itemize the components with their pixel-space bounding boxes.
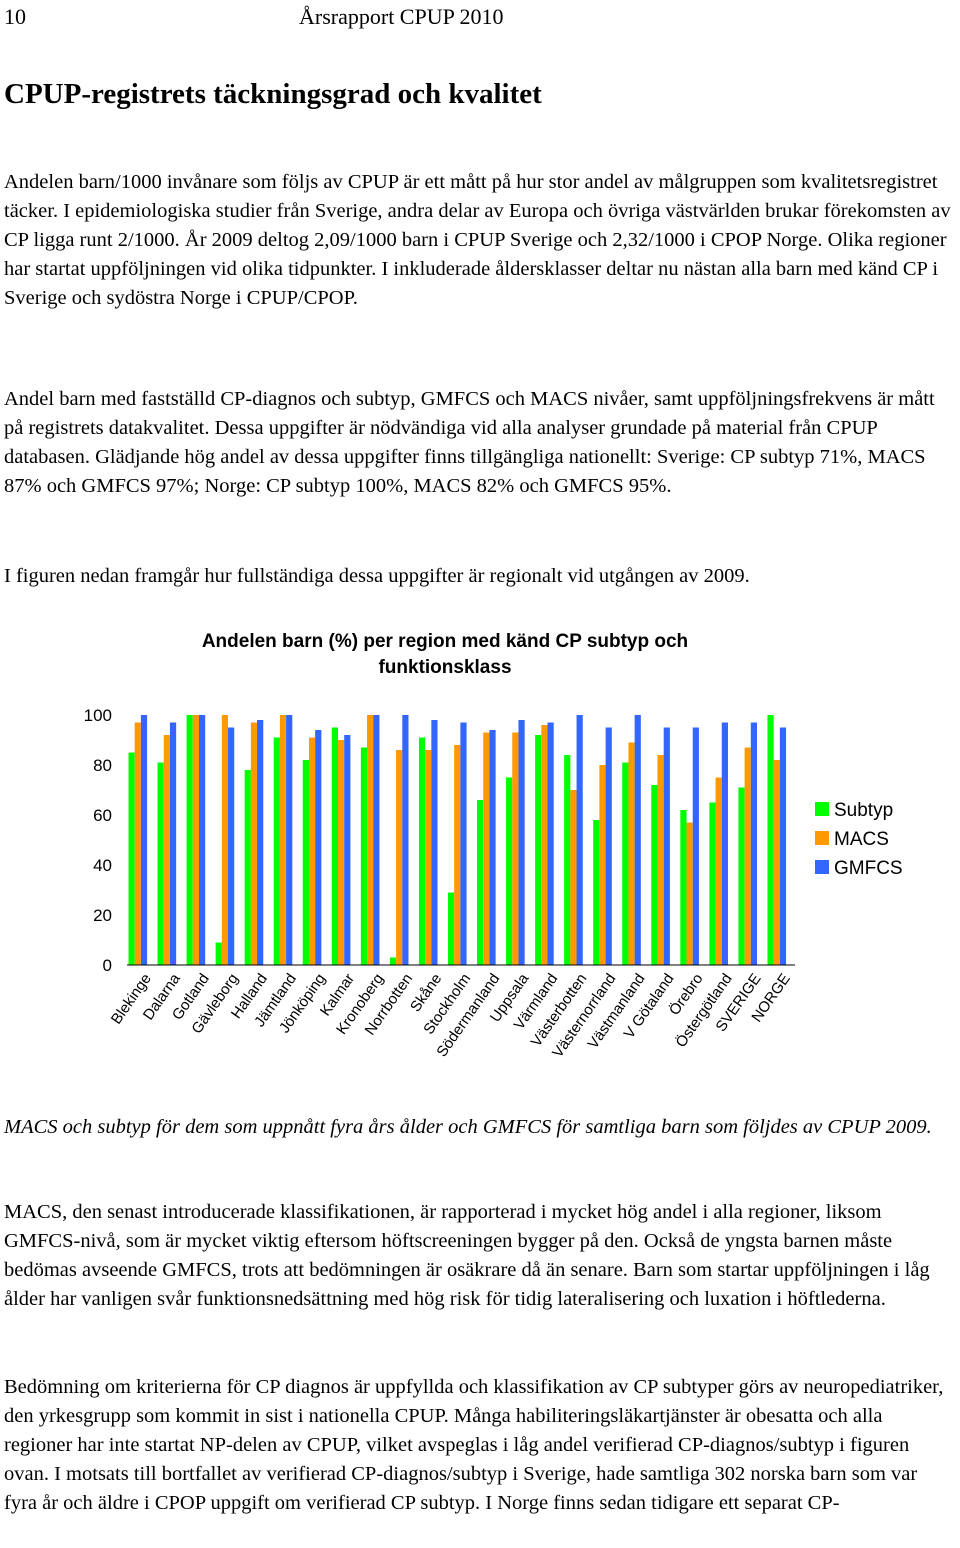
- page-header: 10 Årsrapport CPUP 2010: [4, 2, 944, 36]
- bar-macs-1: [163, 735, 170, 965]
- macs-paragraph: MACS, den senast introducerade klassifik…: [4, 1201, 930, 1310]
- bar-macs-15: [570, 790, 577, 965]
- bar-subtyp-9: [389, 957, 397, 965]
- bar-subtyp-17: [622, 762, 629, 965]
- bar-macs-13: [512, 732, 519, 965]
- bar-macs-4: [250, 722, 258, 965]
- bar-gmfcs-12: [489, 730, 496, 965]
- bar-gmfcs-18: [663, 727, 670, 965]
- bar-subtyp-19: [680, 810, 687, 965]
- bars-group: [127, 715, 795, 966]
- bar-subtyp-8: [360, 747, 368, 965]
- bar-macs-9: [396, 750, 403, 965]
- bar-macs-0: [134, 722, 141, 965]
- bar-subtyp-12: [477, 800, 484, 965]
- bar-subtyp-20: [709, 802, 716, 965]
- bar-gmfcs-17: [634, 715, 641, 965]
- chart-svg: Andelen barn (%) per region med känd CP …: [84, 631, 903, 1061]
- bar-gmfcs-5: [286, 715, 293, 965]
- y-tick-label: 60: [93, 806, 112, 825]
- bar-subtyp-18: [651, 785, 658, 965]
- chart-title-line-2: funktionsklass: [378, 657, 511, 678]
- section-title: CPUP-registrets täckningsgrad och kvalit…: [4, 78, 542, 110]
- bar-gmfcs-2: [198, 715, 206, 965]
- bar-gmfcs-13: [518, 720, 525, 965]
- bar-gmfcs-19: [692, 727, 699, 965]
- bar-gmfcs-15: [576, 715, 583, 965]
- bar-gmfcs-8: [373, 715, 380, 965]
- y-tick-label: 40: [93, 856, 112, 875]
- legend-swatch-subtyp: [815, 802, 829, 816]
- bar-subtyp-0: [128, 752, 135, 965]
- figure-intro-paragraph: I figuren nedan framgår hur fullständiga…: [4, 565, 750, 587]
- bar-macs-20: [715, 777, 722, 965]
- bar-subtyp-22: [767, 715, 774, 965]
- bar-subtyp-21: [738, 787, 745, 965]
- bar-macs-5: [279, 715, 287, 965]
- bar-macs-18: [657, 755, 664, 965]
- bar-macs-14: [541, 725, 548, 965]
- bar-macs-19: [686, 822, 693, 965]
- bar-subtyp-13: [506, 777, 513, 965]
- bar-subtyp-4: [244, 770, 251, 965]
- x-axis-labels: BlekingeDalarnaGotlandGävleborgHallandJä…: [108, 970, 794, 1061]
- bar-subtyp-1: [157, 762, 164, 965]
- bar-macs-10: [425, 750, 432, 965]
- bar-macs-12: [483, 732, 490, 965]
- figure-caption: MACS och subtyp för dem som uppnått fyra…: [4, 1116, 932, 1138]
- diagnosis-paragraph: Bedömning om kriterierna för CP diagnos …: [4, 1376, 944, 1514]
- bar-macs-2: [192, 715, 199, 965]
- coverage-chart: Andelen barn (%) per region med känd CP …: [0, 620, 960, 1110]
- bar-macs-6: [308, 737, 316, 965]
- y-tick-label: 80: [93, 756, 112, 775]
- bar-gmfcs-1: [169, 722, 177, 965]
- bar-macs-17: [628, 742, 635, 965]
- bar-subtyp-3: [215, 942, 222, 965]
- legend-label-gmfcs: GMFCS: [834, 858, 903, 879]
- bar-gmfcs-0: [140, 715, 148, 965]
- bar-macs-7: [338, 740, 345, 965]
- intro-paragraph: Andelen barn/1000 invånare som följs av …: [4, 171, 951, 309]
- y-tick-label: 20: [93, 906, 112, 925]
- legend-swatch-gmfcs: [815, 860, 829, 874]
- bar-macs-3: [221, 715, 229, 965]
- bar-subtyp-10: [418, 737, 426, 965]
- bar-gmfcs-21: [750, 722, 758, 965]
- bar-subtyp-2: [186, 715, 193, 965]
- bar-gmfcs-20: [721, 722, 728, 965]
- bar-macs-22: [773, 760, 780, 965]
- bar-subtyp-14: [535, 735, 542, 965]
- bar-subtyp-11: [447, 892, 455, 965]
- bar-gmfcs-22: [779, 727, 787, 965]
- bar-macs-16: [599, 765, 606, 965]
- legend: Subtyp MACS GMFCS: [815, 800, 903, 879]
- bar-gmfcs-11: [460, 722, 467, 965]
- bar-gmfcs-6: [315, 730, 322, 965]
- bar-subtyp-15: [564, 755, 571, 965]
- bar-subtyp-16: [593, 820, 600, 965]
- report-title: Årsrapport CPUP 2010: [299, 4, 504, 29]
- chart-title-line-1: Andelen barn (%) per region med känd CP …: [202, 631, 688, 652]
- bar-subtyp-7: [331, 727, 338, 965]
- bar-macs-11: [454, 745, 461, 965]
- legend-label-macs: MACS: [834, 829, 889, 850]
- y-tick-label: 0: [103, 956, 112, 975]
- bar-gmfcs-16: [605, 727, 612, 965]
- bar-gmfcs-10: [431, 720, 438, 965]
- bar-gmfcs-7: [344, 735, 351, 965]
- bar-subtyp-5: [273, 737, 280, 965]
- legend-label-subtyp: Subtyp: [834, 800, 893, 821]
- bar-macs-21: [744, 747, 751, 965]
- quality-paragraph: Andel barn med fastställd CP-diagnos och…: [4, 388, 935, 497]
- legend-swatch-macs: [815, 831, 829, 845]
- y-tick-label: 100: [84, 706, 112, 725]
- bar-gmfcs-4: [257, 720, 264, 965]
- y-axis: 0 20 40 60 80 100: [84, 706, 112, 975]
- bar-gmfcs-3: [228, 727, 235, 965]
- page-number: 10: [4, 4, 26, 29]
- bar-gmfcs-9: [402, 715, 409, 965]
- bar-gmfcs-14: [547, 722, 554, 965]
- bar-subtyp-6: [302, 760, 309, 965]
- bar-macs-8: [367, 715, 374, 965]
